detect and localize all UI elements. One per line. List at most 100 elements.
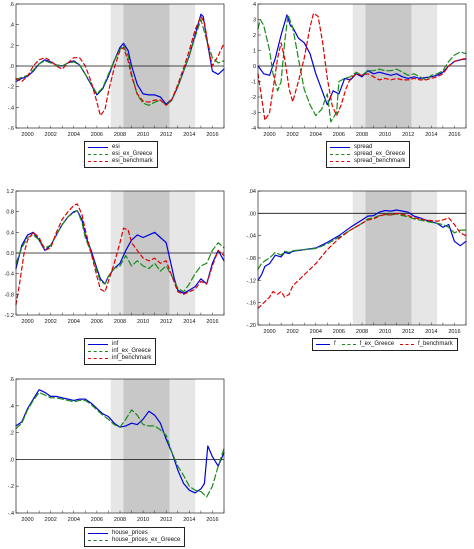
y-tick-label: 0.4 xyxy=(6,230,14,236)
y-tick-label: -2 xyxy=(251,95,256,101)
legend-label: f_benchmark xyxy=(418,341,453,347)
y-tick-label: 0.8 xyxy=(6,210,14,216)
legend-label: house_prices_ex_Greece xyxy=(112,537,181,543)
x-tick-label: 2014 xyxy=(425,132,437,138)
y-tick-label: .6 xyxy=(9,2,14,8)
legend-label: inf_benchmark xyxy=(112,355,152,361)
x-tick-label: 2000 xyxy=(263,329,275,335)
chart-panel-spread: 4 3 2 1 0 -1 -2 -3 -4 2000 2002 2004 2006 2008 2010 201… xyxy=(242,0,474,178)
x-tick-label: 2008 xyxy=(114,319,126,325)
x-tick-label: 2006 xyxy=(333,132,345,138)
chart-spread: 4 3 2 1 0 -1 -2 -3 -4 2000 2002 2004 2006 2008 2010 201… xyxy=(251,2,467,138)
legend-label: esi_benchmark xyxy=(112,158,153,164)
series-line-house_prices_ex_Greece xyxy=(15,391,225,498)
legend-label: house_prices xyxy=(112,530,148,536)
plot-frame xyxy=(15,3,225,129)
y-tick-label: -.20 xyxy=(247,323,256,329)
series-line-house_prices xyxy=(15,389,225,494)
shaded-period-2 xyxy=(411,191,438,325)
chart-panel-house-prices: .6 .4 .2 .0 -.2 -.4 2000 2002 2004 2006 2008 2010 20… xyxy=(0,375,232,549)
legend-label: f_ex_Greece xyxy=(359,341,395,347)
legend-item: spread_benchmark xyxy=(330,158,405,165)
x-tick-label: 2008 xyxy=(356,132,368,138)
y-tick-label: 1 xyxy=(253,49,256,55)
legend-swatch xyxy=(88,154,108,155)
y-tick-label: .2 xyxy=(9,43,14,49)
series-line-esi_ex_Greece xyxy=(15,18,225,106)
y-tick-label: -.4 xyxy=(8,105,14,111)
legend-item: esi xyxy=(88,144,153,151)
x-tick-label: 2016 xyxy=(206,517,218,523)
y-tick-label: 4 xyxy=(253,2,256,8)
x-tick-label: 2004 xyxy=(68,319,80,325)
x-tick-label: 2014 xyxy=(183,132,195,138)
x-tick-label: 2002 xyxy=(287,329,299,335)
series-line-esi_benchmark xyxy=(15,15,225,117)
chart-house-prices: .6 .4 .2 .0 -.2 -.4 2000 2002 2004 2006 2008 2010 20… xyxy=(8,377,225,523)
series-line-inf_ex_Greece xyxy=(15,210,225,293)
y-tick-label: -.4 xyxy=(8,511,14,517)
y-tick-label: -.6 xyxy=(8,126,14,132)
y-tick-label: -4 xyxy=(251,126,256,132)
legend-f: f f_ex_Greece f_benchmark xyxy=(312,338,458,351)
series-line-spread_benchmark xyxy=(257,12,467,121)
x-tick-label: 2016 xyxy=(448,329,460,335)
x-tick-label: 2000 xyxy=(263,132,275,138)
legend-swatch xyxy=(341,344,356,345)
y-tick-label: .4 xyxy=(9,23,14,29)
x-tick-label: 2002 xyxy=(45,132,57,138)
legend-swatch xyxy=(88,161,108,162)
x-tick-label: 2006 xyxy=(333,329,345,335)
series-line-f xyxy=(257,209,467,281)
legend-esi: esi esi_ex_Greece esi_benchmark xyxy=(84,141,158,168)
x-tick-label: 2012 xyxy=(402,329,414,335)
legend-item: house_prices xyxy=(88,530,180,537)
legend-item: inf_ex_Greece xyxy=(88,348,151,355)
shaded-period-1 xyxy=(123,379,170,513)
legend-item: inf xyxy=(88,341,151,348)
x-tick-label: 2008 xyxy=(114,132,126,138)
x-tick-label: 2014 xyxy=(425,329,437,335)
x-tick-label: 2010 xyxy=(379,329,391,335)
x-tick-label: 2016 xyxy=(206,319,218,325)
y-tick-label: -1 xyxy=(251,80,256,86)
x-tick-label: 2000 xyxy=(21,132,33,138)
x-tick-label: 2014 xyxy=(183,517,195,523)
legend-swatch xyxy=(88,147,108,148)
x-tick-label: 2004 xyxy=(310,132,322,138)
y-tick-label: -0.4 xyxy=(5,272,14,278)
series-line-f_ex_Greece xyxy=(257,213,467,270)
x-tick-label: 2012 xyxy=(402,132,414,138)
legend-swatch xyxy=(88,533,108,534)
legend-house-prices: house_prices house_prices_ex_Greece xyxy=(84,527,186,547)
legend-swatch xyxy=(400,344,415,345)
legend-swatch xyxy=(88,540,108,541)
y-tick-label: 2 xyxy=(253,33,256,39)
y-tick-label: 1.2 xyxy=(6,189,14,195)
y-tick-label: -3 xyxy=(251,111,256,117)
y-tick-label: -0.8 xyxy=(5,292,14,298)
x-tick-label: 2008 xyxy=(356,329,368,335)
x-tick-label: 2014 xyxy=(183,319,195,325)
legend-inf: inf inf_ex_Greece inf_benchmark xyxy=(84,338,157,365)
plot-frame xyxy=(15,190,225,316)
legend-swatch xyxy=(330,147,350,148)
legend-row: f f_ex_Greece f_benchmark xyxy=(316,341,453,348)
x-tick-label: 2010 xyxy=(137,319,149,325)
chart-esi: .6 .4 .2 .0 -.2 -.4 -.6 2000 2002 2004 2006 2008 201… xyxy=(8,2,225,138)
y-tick-label: .00 xyxy=(248,211,256,217)
y-tick-label: -.16 xyxy=(247,301,256,307)
legend-label: f xyxy=(334,341,336,347)
x-tick-label: 2010 xyxy=(137,132,149,138)
legend-swatch xyxy=(330,161,350,162)
x-tick-label: 2016 xyxy=(448,132,460,138)
y-tick-label: .2 xyxy=(9,431,14,437)
x-tick-label: 2012 xyxy=(160,319,172,325)
series-line-spread xyxy=(257,14,467,106)
plot-frame xyxy=(257,3,467,129)
legend-item: esi_benchmark xyxy=(88,158,153,165)
y-tick-label: .6 xyxy=(9,377,14,383)
chart-f: .04 .00 -.04 -.08 -.12 -.16 -.20 2000 2002 2004 20… xyxy=(247,189,467,335)
legend-item: spread_ex_Greece xyxy=(330,151,405,158)
y-tick-label: -.08 xyxy=(247,256,256,262)
